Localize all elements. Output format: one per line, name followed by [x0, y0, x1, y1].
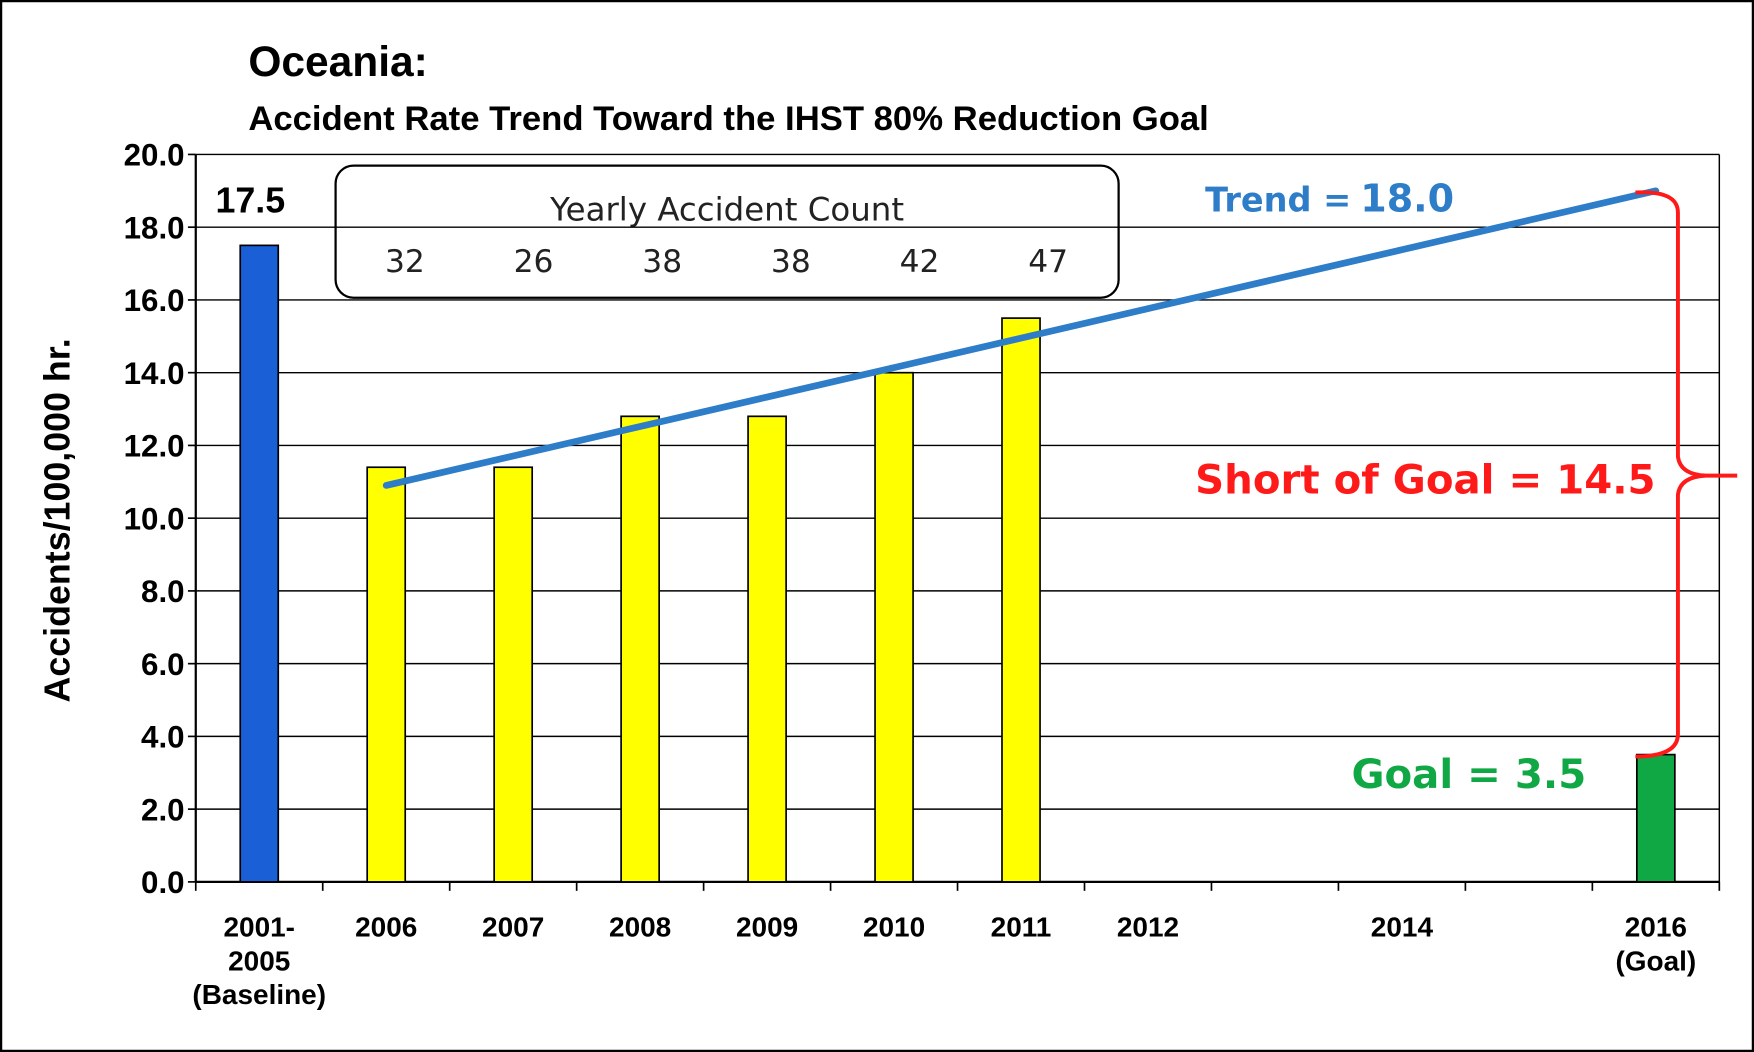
- brace: [1635, 190, 1738, 759]
- trend-line: [382, 187, 1660, 489]
- x-tick-label: 2001-2005 (Baseline): [192, 912, 326, 1010]
- y-tick-label: 8.0: [141, 574, 185, 609]
- short-of-goal: Short of Goal = 14.5: [1195, 458, 1655, 504]
- trend-value: 18.0: [1360, 177, 1454, 221]
- chart-title: Oceania:: [248, 39, 427, 86]
- inset-count: 38: [771, 244, 811, 280]
- x-tick-label: 2011: [991, 912, 1052, 943]
- y-axis-label: Accidents/100,000 hr.: [37, 338, 77, 702]
- inset-count: 32: [385, 244, 425, 280]
- x-tick-label: 2006: [355, 912, 417, 943]
- y-tick-label: 2.0: [141, 792, 185, 827]
- bar: [747, 415, 787, 883]
- y-tick-label: 14.0: [124, 356, 185, 391]
- bar: [1635, 753, 1676, 883]
- inset-count: 38: [642, 244, 682, 280]
- y-tick-label: 16.0: [124, 283, 185, 318]
- inset-title: Yearly Accident Count: [549, 190, 904, 228]
- y-tick-label: 12.0: [124, 429, 185, 464]
- bar: [1001, 317, 1041, 883]
- bar: [874, 371, 914, 883]
- bar: [493, 466, 534, 883]
- bar: [239, 244, 280, 883]
- trend-label: Trend =: [1205, 181, 1351, 220]
- y-tick-label: 6.0: [141, 647, 185, 682]
- goal-label: Goal = 3.5: [1351, 752, 1586, 798]
- inset-count: 26: [514, 244, 554, 280]
- x-tick-label: 2014: [1371, 912, 1434, 943]
- y-tick-label: 0.0: [141, 865, 185, 900]
- bar: [620, 415, 660, 883]
- x-tick-label: 2010: [863, 912, 925, 943]
- y-tick-label: 18.0: [124, 210, 185, 245]
- chart-subtitle: Accident Rate Trend Toward the IHST 80% …: [248, 100, 1208, 138]
- bar: [366, 466, 407, 883]
- inset-count: 47: [1028, 244, 1068, 280]
- inset-count: 42: [900, 244, 940, 280]
- x-tick-label: 2012: [1117, 912, 1179, 943]
- x-tick-label: 2009: [736, 912, 798, 943]
- inset-box: [334, 164, 1120, 299]
- x-tick-label: 2008: [609, 912, 671, 943]
- data-label: 17.5: [215, 181, 285, 221]
- y-tick-label: 4.0: [141, 720, 185, 755]
- x-tick-label: 2007: [482, 912, 544, 943]
- y-tick-label: 20.0: [124, 138, 185, 173]
- x-tick-label: 2016 (Goal): [1615, 912, 1696, 977]
- y-tick-label: 10.0: [124, 501, 185, 536]
